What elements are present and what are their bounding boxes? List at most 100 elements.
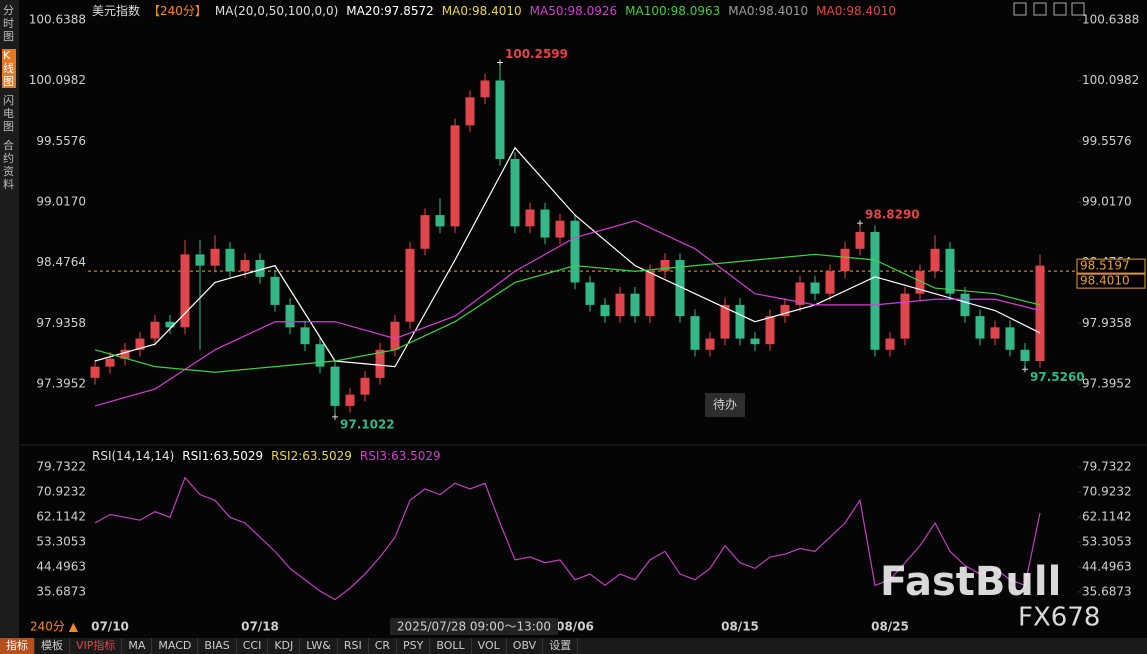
y-tick-label: 99.5576 [1082,134,1132,148]
toolbar-item[interactable]: BIAS [198,638,237,654]
toolbar-item[interactable]: MA [122,638,153,654]
legend-item: RSI3:63.5029 [359,449,441,463]
ma-line [94,220,1041,407]
legend-item: MA0:98.4010 [816,4,897,18]
price-tag: 98.4010 [1080,274,1130,288]
toolbar-item[interactable]: PSY [397,638,431,654]
candle-body [510,159,520,227]
extreme-label: 100.2599 [505,47,568,61]
price-tag-bg [1076,258,1146,274]
legend-item: MA0:98.4010 [728,4,809,18]
y-tick-label: 44.4963 [1082,559,1132,573]
legend-item: MA(20,0,50,100,0,0) [214,4,339,18]
y-tick-label: 35.6873 [36,584,86,598]
y-tick-label: 99.0170 [1082,194,1132,208]
candle-body [225,248,235,272]
candle-body [855,231,865,249]
y-tick-label: 100.6388 [29,13,86,27]
candle-body [1020,349,1030,362]
y-tick-label: 99.5576 [36,134,86,148]
legend-item: 【240分】 [148,4,207,18]
y-tick-label: 97.3952 [36,376,86,390]
candle-body [600,304,610,317]
y-tick-label: 62.1142 [36,510,86,524]
legend-item: RSI(14,14,14) [92,449,175,463]
extreme-label: 98.8290 [865,208,920,222]
candle-body [555,220,565,238]
candle-body [1005,327,1015,350]
candle-body [690,316,700,350]
sidebar-tab[interactable]: 分时图 [3,4,14,43]
extreme-marker [497,59,503,66]
candle-body [315,344,325,367]
y-tick-label: 35.6873 [1082,584,1132,598]
candle-body [990,327,1000,339]
candle-body [915,271,925,294]
candle-body [390,321,400,350]
toolbar-item[interactable]: 指标 [0,638,35,654]
candle-body [420,215,430,249]
candle-body [150,321,160,339]
y-tick-label: 62.1142 [1082,510,1132,524]
toolbar-item[interactable]: MACD [152,638,199,654]
toolbar-item[interactable]: VOL [472,638,507,654]
extreme-marker [332,413,338,420]
candle-body [975,316,985,339]
candle-body [360,377,370,395]
candle-body [105,358,115,367]
toolbar-item[interactable]: BOLL [430,638,472,654]
sidebar-tab[interactable]: K线图 [2,49,16,88]
candle-body [675,260,685,317]
y-tick-label: 97.9358 [1082,316,1132,330]
candle-body [945,248,955,294]
sidebar-tab[interactable]: 闪电图 [3,94,14,133]
todo-button[interactable]: 待办 [713,397,737,412]
candle-body [885,338,895,350]
ma-line [94,146,1041,368]
toolbar-item[interactable]: 模板 [35,638,70,654]
todo-button-bg[interactable] [705,393,745,417]
price-tag: 98.5197 [1080,259,1130,273]
toolbar-item[interactable]: OBV [507,638,544,654]
legend-item: MA50:98.0926 [529,4,618,18]
window-icons [1013,2,1085,16]
rsi-legend: RSI(14,14,14) RSI1:63.5029 RSI2:63.5029 RSI… [92,449,449,463]
sidebar-tab[interactable]: 合约资料 [3,139,14,191]
candle-body [750,338,760,345]
candle-body [825,271,835,294]
rsi-line [94,476,1041,601]
candle-body [405,248,415,322]
candle-body [450,125,460,227]
candle-body [720,304,730,339]
legend-item: RSI2:63.5029 [271,449,352,463]
candle-body [540,209,550,238]
legend-item: 美元指数 [92,4,141,18]
toolbar-item[interactable]: RSI [338,638,369,654]
y-tick-label: 100.0982 [29,73,86,87]
candle-body [435,215,445,227]
toolbar-item[interactable]: CCI [237,638,269,654]
candle-body [480,80,490,98]
x-tick-label: 08/15 [721,620,759,634]
y-tick-label: 79.7322 [1082,460,1132,474]
x-tick-label: 08/25 [871,620,909,634]
crosshair-label: 2025/07/28 09:00～13:00 [397,620,551,634]
toolbar-item[interactable]: VIP指标 [70,638,123,654]
toolbar: 指标 模板 VIP指标 MA MACD BIAS CCI KDJ LW& RSI CR PSY BOLL… [0,638,1147,654]
y-tick-label: 70.9232 [36,485,86,499]
toolbar-item[interactable]: CR [369,638,398,654]
candle-body [465,97,475,126]
candle-body [120,349,130,359]
candle-body [870,231,880,350]
toolbar-item[interactable]: KDJ [268,638,301,654]
toolbar-item[interactable]: 设置 [543,638,579,654]
y-tick-label: 79.7322 [36,460,86,474]
candle-body [630,293,640,317]
period-button[interactable]: 240分 ▲ [30,620,79,634]
toolbar-item[interactable]: LW& [300,638,338,654]
x-tick-label: 07/10 [91,620,129,634]
candle-body [195,254,205,266]
candle-body [180,254,190,328]
legend-item: MA0:98.4010 [441,4,522,18]
